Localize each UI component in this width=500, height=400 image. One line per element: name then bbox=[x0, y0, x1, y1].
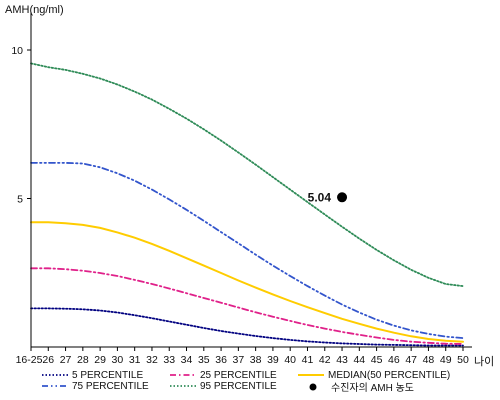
y-tick-label: 10 bbox=[11, 45, 23, 57]
patient-amh-point bbox=[337, 192, 348, 203]
axis-layer: 5 10 16-25 26 27 28 29 30 31 32 33 34 35 36 37 38 39 40 41… bbox=[5, 4, 494, 368]
x-tick-label: 45 bbox=[371, 354, 383, 366]
x-tick-label: 40 bbox=[284, 354, 296, 366]
legend-label-2: MEDIAN(50 PERCENTILE) bbox=[328, 370, 450, 381]
x-tick-label: 42 bbox=[319, 354, 331, 366]
x-tick-label: 36 bbox=[215, 354, 227, 366]
x-tick-label: 41 bbox=[302, 354, 314, 366]
x-tick-label: 43 bbox=[336, 354, 348, 366]
series-line-3 bbox=[30, 161, 464, 340]
x-tick-label: 44 bbox=[353, 354, 365, 366]
legend-label-1: 25 PERCENTILE bbox=[200, 370, 277, 381]
x-tick-label: 38 bbox=[250, 354, 262, 366]
x-tick-label: 34 bbox=[181, 354, 193, 366]
point-layer: 5.04 bbox=[308, 190, 348, 204]
x-tick-label: 47 bbox=[405, 354, 417, 366]
legend-point-marker bbox=[309, 383, 317, 391]
legend-label-4: 95 PERCENTILE bbox=[200, 381, 277, 392]
x-tick-label: 31 bbox=[129, 354, 141, 366]
x-tick-label: 49 bbox=[440, 354, 452, 366]
x-axis-label: 나이 bbox=[474, 355, 494, 368]
x-tick-label: 16-25 bbox=[16, 354, 43, 366]
x-tick-label: 48 bbox=[423, 354, 435, 366]
x-tick-label: 27 bbox=[60, 354, 72, 366]
x-tick-label: 37 bbox=[233, 354, 245, 366]
x-tick-label: 46 bbox=[388, 354, 400, 366]
x-tick-label: 28 bbox=[77, 354, 89, 366]
series-line-1 bbox=[30, 267, 464, 345]
series-layer bbox=[30, 62, 464, 347]
legend-label-3: 75 PERCENTILE bbox=[72, 381, 149, 392]
x-tick-label: 33 bbox=[163, 354, 175, 366]
series-line-4 bbox=[30, 62, 464, 288]
x-tick-label: 50 bbox=[457, 354, 469, 366]
series-line-2 bbox=[30, 221, 464, 343]
y-tick-label: 5 bbox=[17, 194, 23, 206]
patient-amh-value-label: 5.04 bbox=[308, 190, 332, 204]
x-tick-label: 30 bbox=[112, 354, 124, 366]
legend-label-0: 5 PERCENTILE bbox=[72, 370, 143, 381]
x-tick-label: 32 bbox=[146, 354, 158, 366]
x-tick-label: 35 bbox=[198, 354, 210, 366]
y-axis-label: AMH(ng/ml) bbox=[5, 4, 64, 16]
legend: 5 PERCENTILE 25 PERCENTILE MEDIAN(50 PERCE… bbox=[42, 370, 450, 394]
series-line-0 bbox=[30, 307, 464, 347]
legend-label-point: 수진자의 AMH 농도 bbox=[331, 382, 414, 394]
x-tick-label: 39 bbox=[267, 354, 279, 366]
x-tick-label: 26 bbox=[42, 354, 54, 366]
x-tick-label: 29 bbox=[94, 354, 106, 366]
